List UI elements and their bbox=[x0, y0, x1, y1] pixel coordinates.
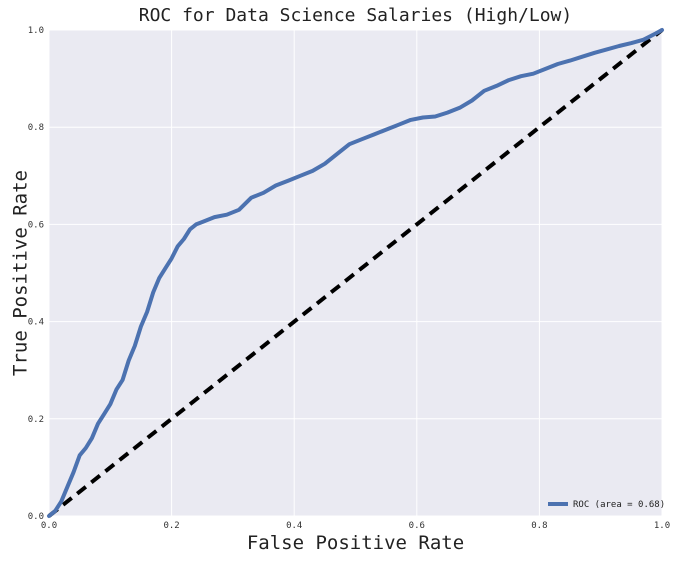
legend-label-roc: ROC (area = 0.68) bbox=[573, 500, 665, 510]
chart-title: ROC for Data Science Salaries (High/Low) bbox=[139, 5, 572, 26]
x-tick-label: 0.0 bbox=[41, 521, 57, 531]
diagonal-chance-line bbox=[47, 28, 664, 518]
x-tick-label: 0.6 bbox=[409, 521, 425, 531]
series-layer bbox=[47, 28, 664, 518]
y-tick-label: 1.0 bbox=[28, 26, 44, 36]
y-tick-label: 0.0 bbox=[28, 512, 44, 522]
grid-lines bbox=[48, 29, 663, 517]
x-tick-labels: 0.0 0.2 0.4 0.6 0.8 1.0 bbox=[41, 521, 670, 531]
roc-curve-line bbox=[47, 28, 664, 518]
legend: ROC (area = 0.68) bbox=[548, 500, 665, 510]
y-tick-labels: 0.0 0.2 0.4 0.6 0.8 1.0 bbox=[28, 26, 44, 522]
x-tick-label: 0.4 bbox=[286, 521, 302, 531]
y-tick-label: 0.6 bbox=[28, 220, 44, 230]
y-tick-label: 0.8 bbox=[28, 123, 44, 133]
x-tick-label: 1.0 bbox=[654, 521, 670, 531]
y-tick-label: 0.4 bbox=[28, 318, 44, 328]
x-tick-label: 0.2 bbox=[163, 521, 179, 531]
y-tick-label: 0.2 bbox=[28, 415, 44, 425]
y-axis-label: True Positive Rate bbox=[10, 170, 32, 376]
x-axis-label: False Positive Rate bbox=[247, 532, 464, 554]
x-tick-label: 0.8 bbox=[531, 521, 547, 531]
